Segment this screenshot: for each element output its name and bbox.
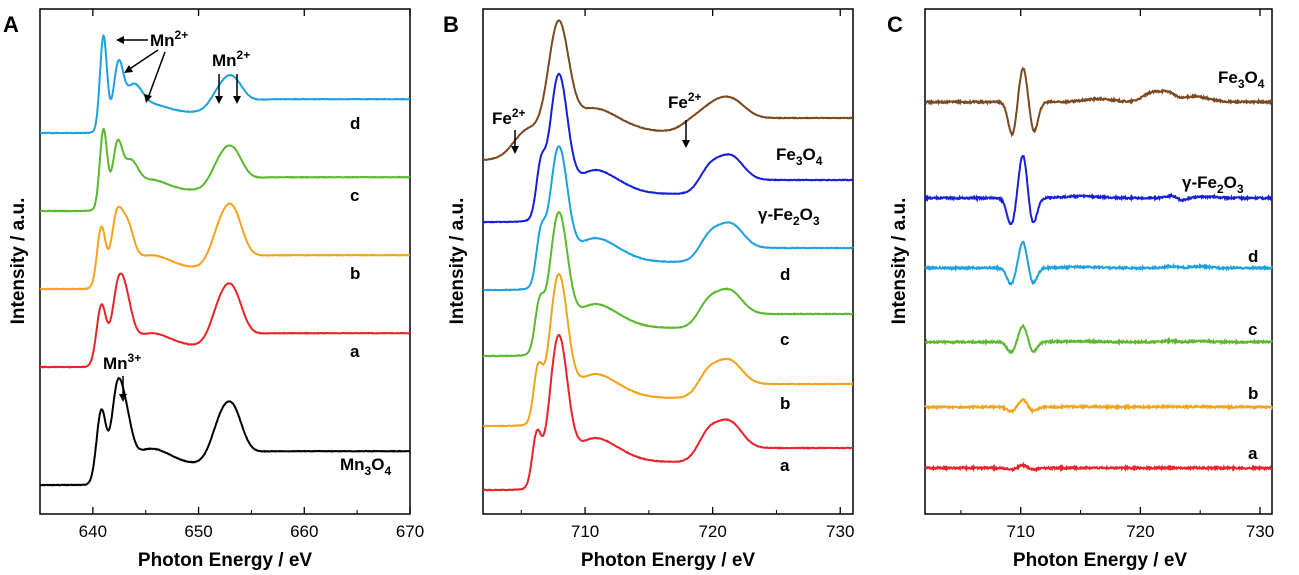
- series-label: Fe3O4: [1218, 68, 1265, 91]
- series-line: [482, 72, 854, 224]
- series-label: a: [1248, 444, 1258, 463]
- panel-b-frame: [482, 8, 854, 515]
- series-line: [40, 272, 410, 369]
- panel-a-curves: [39, 33, 411, 487]
- panel-b-xlabel: Photon Energy / eV: [581, 550, 756, 571]
- series-line: [924, 323, 1273, 355]
- series-label: b: [350, 264, 360, 283]
- mn2-label-left: Mn2+: [150, 28, 188, 50]
- panel-a: A Photon Energy / eV Intensity / a.u. 64…: [3, 8, 424, 571]
- panel-a-ylabel: Intensity / a.u.: [8, 198, 29, 325]
- series-line: [924, 240, 1273, 287]
- panel-b-curve-labels: a b c d γ-Fe2O3 Fe3O4: [758, 145, 823, 475]
- series-label: γ-Fe2O3: [758, 205, 820, 228]
- panel-b-letter: B: [443, 12, 459, 37]
- series-line: [482, 333, 854, 492]
- mn3-label: Mn3+: [103, 351, 141, 373]
- panel-c-curves: [924, 66, 1273, 473]
- series-line: [924, 155, 1273, 226]
- panel-b-annotations: Fe2+ Fe2+: [492, 90, 702, 154]
- xtick-label: 640: [79, 522, 107, 541]
- panel-b: B Photon Energy / eV Intensity / a.u. 71…: [443, 8, 854, 571]
- panel-b-ylabel: Intensity / a.u.: [447, 198, 468, 325]
- fe2-arrowhead-2: [682, 140, 690, 148]
- series-label: d: [350, 114, 360, 133]
- series-label: c: [350, 186, 359, 205]
- panel-c-ylabel: Intensity / a.u.: [889, 198, 910, 325]
- series-label: Fe3O4: [776, 145, 823, 168]
- panel-a-xlabel: Photon Energy / eV: [138, 550, 313, 571]
- mn2-arrowhead-4: [215, 96, 223, 104]
- panel-a-curve-labels: Mn3O4 a b c d: [340, 114, 391, 478]
- panel-c-frame: [924, 8, 1273, 515]
- series-line: [482, 145, 854, 292]
- xtick-label: 720: [1126, 522, 1154, 541]
- series-line: [482, 210, 854, 358]
- series-line: [482, 19, 853, 161]
- series-label: b: [780, 394, 790, 413]
- fe2-label-left: Fe2+: [492, 106, 526, 128]
- series-label: b: [1248, 384, 1258, 403]
- mn2-arrowhead-2: [124, 65, 133, 73]
- panel-b-curves: [482, 19, 854, 492]
- mn2-arrowhead-5: [233, 96, 241, 104]
- panel-c: C Photon Energy / eV Intensity / a.u. 71…: [887, 8, 1274, 571]
- series-label: d: [1248, 247, 1258, 266]
- series-label: a: [780, 456, 790, 475]
- series-line: [924, 461, 1273, 473]
- panel-a-xticks: 640 650 660 670: [79, 9, 424, 541]
- xtick-label: 650: [184, 522, 212, 541]
- series-label: c: [780, 330, 789, 349]
- xtick-label: 720: [698, 522, 726, 541]
- fe2-arrowhead-1: [511, 146, 519, 154]
- xtick-label: 730: [826, 522, 854, 541]
- xtick-label: 710: [1007, 522, 1035, 541]
- series-line: [39, 376, 410, 487]
- panel-a-letter: A: [3, 12, 19, 37]
- mn3-arrowhead: [119, 394, 127, 402]
- xtick-label: 710: [571, 522, 599, 541]
- mn2-arrow-3: [147, 51, 166, 99]
- xtick-label: 660: [290, 522, 318, 541]
- xtick-label: 670: [396, 522, 424, 541]
- xtick-label: 730: [1246, 522, 1274, 541]
- panel-c-letter: C: [887, 12, 903, 37]
- panel-a-frame: [39, 8, 411, 515]
- mn2-label-right: Mn2+: [212, 48, 250, 70]
- series-line: [924, 66, 1273, 138]
- series-line: [39, 202, 411, 291]
- fe2-label-right: Fe2+: [668, 90, 702, 112]
- panel-c-xlabel: Photon Energy / eV: [1013, 550, 1188, 571]
- series-line: [483, 272, 854, 428]
- mn2-arrow-2: [127, 49, 159, 71]
- series-label: γ-Fe2O3: [1182, 173, 1244, 196]
- panel-c-curve-labels: a b c d γ-Fe2O3 Fe3O4: [1182, 68, 1265, 463]
- panel-c-xticks: 710 720 730: [960, 9, 1274, 541]
- series-label: Mn3O4: [340, 455, 391, 478]
- series-label: a: [350, 342, 360, 361]
- series-line: [40, 33, 411, 135]
- series-label: c: [1248, 320, 1257, 339]
- series-line: [924, 397, 1273, 415]
- series-line: [39, 127, 411, 213]
- mn2-arrowhead-3: [144, 94, 152, 103]
- panel-a-annotations: Mn2+ Mn2+ Mn3+: [103, 28, 250, 402]
- panel-b-xticks: 710 720 730: [520, 9, 854, 541]
- mn2-arrowhead-1: [116, 36, 124, 44]
- series-label: d: [780, 265, 790, 284]
